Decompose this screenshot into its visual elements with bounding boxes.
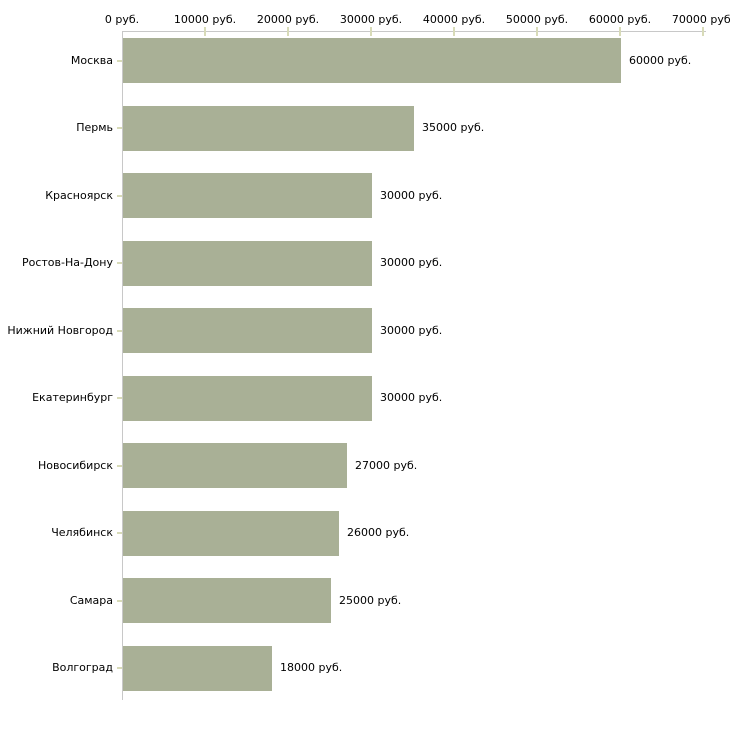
bar [123,240,372,286]
category-label: Екатеринбург [32,391,113,404]
x-tick-label: 50000 руб. [505,13,569,26]
x-tick-label: 0 руб. [104,13,140,26]
bar [123,105,414,151]
category-label: Новосибирск [37,458,113,472]
y-tick-mark [117,127,122,129]
value-label: 25000 руб. [339,593,402,607]
bar [123,38,621,83]
bar [123,645,272,691]
y-tick-mark [117,464,122,467]
x-tick-label: 30000 руб. [339,13,403,26]
x-tick-label: 20000 руб. [256,13,320,26]
x-axis-line [122,31,706,32]
bar [123,375,372,421]
y-tick-mark [117,194,122,197]
value-label: 27000 руб. [355,458,418,472]
y-tick-mark [117,329,122,332]
y-tick-mark [117,599,122,602]
value-label: 60000 руб. [629,53,692,67]
x-tick-label: 40000 руб. [422,13,486,26]
category-label: Красноярск [45,188,113,202]
y-tick-mark [117,532,122,534]
x-tick-mark [702,27,704,36]
category-label: Челябинск [51,526,113,539]
y-tick-mark [117,667,122,669]
value-label: 18000 руб. [280,661,343,674]
value-label: 30000 руб. [380,256,443,269]
bar [123,578,331,623]
category-label: Самара [69,593,113,607]
bar [123,308,372,353]
x-tick-mark [204,27,206,36]
category-label: Ростов-На-Дону [21,256,113,269]
category-label: Москва [70,53,113,67]
bar [123,443,347,488]
category-label: Нижний Новгород [7,323,113,337]
bar [123,173,372,218]
x-tick-label: 10000 руб. [173,13,237,26]
x-tick-label: 60000 руб. [588,13,652,26]
category-label: Пермь [76,121,113,134]
category-label: Волгоград [52,661,113,674]
value-label: 30000 руб. [380,391,443,404]
value-label: 30000 руб. [380,323,443,337]
y-axis-line [122,31,123,700]
y-tick-mark [117,262,122,264]
bar [123,510,339,556]
y-tick-mark [117,397,122,399]
x-tick-mark [370,27,372,36]
value-label: 26000 руб. [347,526,410,539]
x-tick-mark [287,27,289,36]
x-tick-mark [453,27,455,36]
value-label: 30000 руб. [380,188,443,202]
x-tick-mark [619,27,621,36]
x-tick-label: 70000 руб. [671,13,730,26]
value-label: 35000 руб. [422,121,485,134]
x-tick-mark [536,27,538,36]
y-tick-mark [117,59,122,62]
